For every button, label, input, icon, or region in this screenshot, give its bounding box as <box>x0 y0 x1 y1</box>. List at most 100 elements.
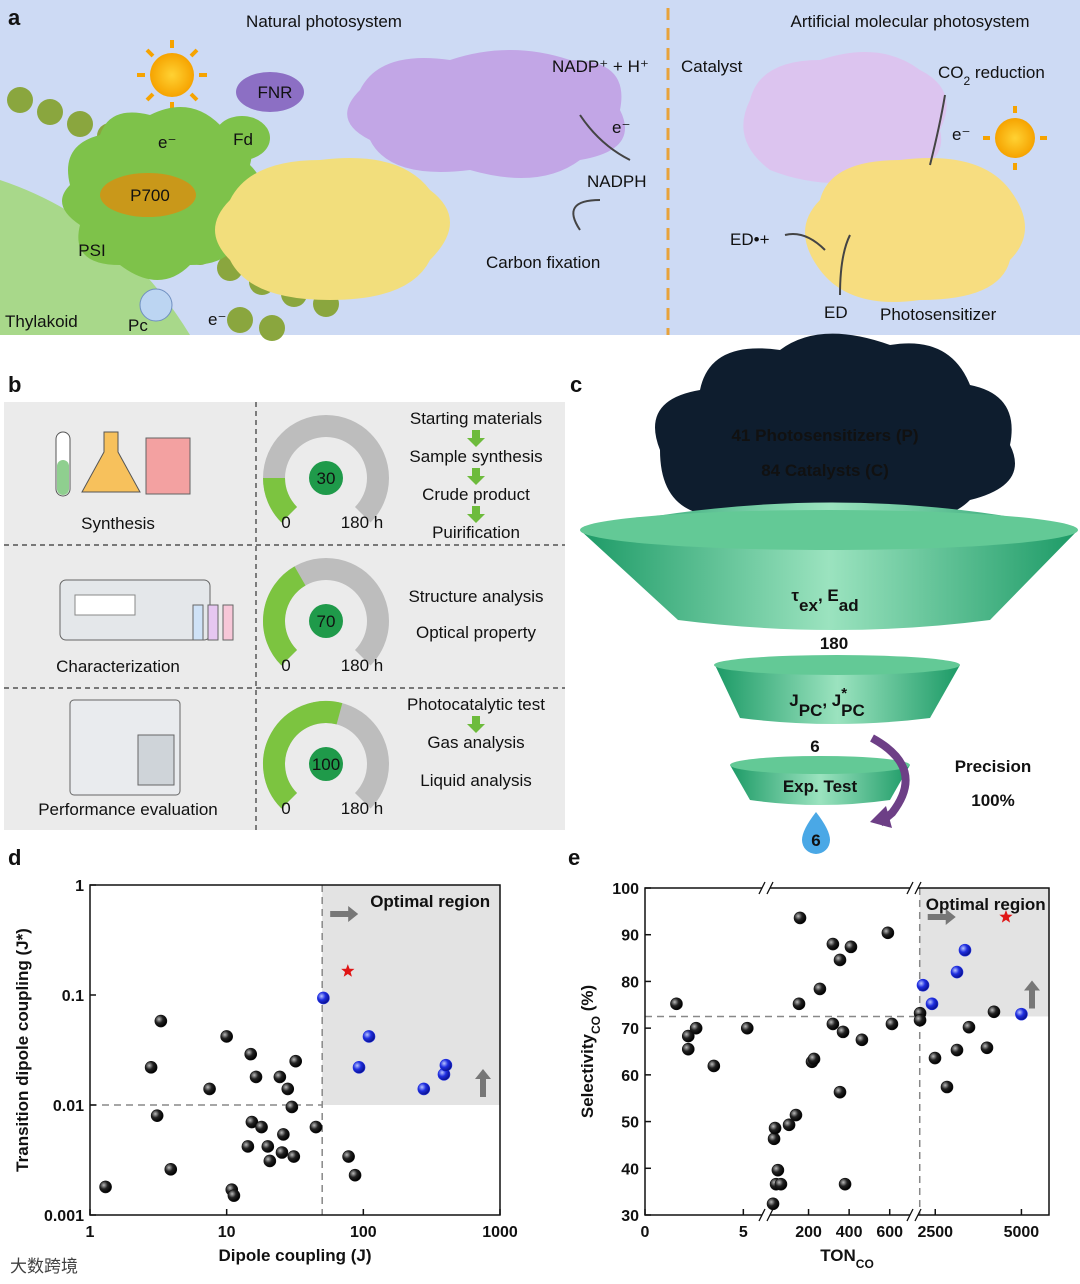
panel-letter: e <box>568 845 580 870</box>
gauge-value: 70 <box>317 612 336 631</box>
row-name: Performance evaluation <box>38 800 218 819</box>
point <box>255 1120 268 1134</box>
label: , J <box>822 691 841 710</box>
drop <box>802 812 830 854</box>
step: Puirification <box>432 523 520 542</box>
point <box>352 1061 366 1074</box>
filter-label: τex, Ead <box>791 586 858 615</box>
label: reduction <box>970 63 1045 82</box>
point-star <box>341 964 355 977</box>
label: e⁻ <box>612 118 630 137</box>
point <box>793 911 807 925</box>
label: Artificial molecular photosystem <box>790 12 1029 31</box>
row-name: Synthesis <box>81 514 155 533</box>
label: J <box>789 691 798 710</box>
point <box>813 982 827 996</box>
axis-break-gap <box>762 882 770 894</box>
axis-break-gap <box>910 882 918 894</box>
x-tick-label: 5 <box>739 1224 748 1241</box>
point <box>273 1070 287 1084</box>
point <box>681 1029 695 1043</box>
sun-right <box>983 106 1047 170</box>
label: 2 <box>964 74 971 88</box>
gauge-center <box>309 747 343 781</box>
region-arrow <box>330 906 359 922</box>
p700 <box>100 173 196 217</box>
point <box>940 1080 954 1094</box>
watermark: 大数跨境 <box>10 1257 78 1276</box>
point <box>220 1030 233 1043</box>
point <box>277 1128 290 1141</box>
point <box>958 943 972 957</box>
y-tick-label: 30 <box>621 1208 639 1225</box>
step: Starting materials <box>410 409 542 428</box>
count: 180 <box>820 634 848 653</box>
x-tick-label: 400 <box>836 1224 863 1241</box>
gauge-min: 0 <box>281 799 290 818</box>
point <box>833 953 847 967</box>
gauge-center <box>309 461 343 495</box>
x-tick-label: 2500 <box>917 1224 953 1241</box>
sun-left <box>137 40 207 110</box>
gauge-center <box>309 604 343 638</box>
point-star <box>999 909 1013 923</box>
label: TON <box>820 1246 856 1265</box>
label: CO <box>589 1016 603 1034</box>
point <box>844 940 858 954</box>
pc <box>139 288 173 322</box>
label: τ <box>791 586 799 605</box>
label: Fd <box>233 130 253 149</box>
step-arrow <box>467 506 485 523</box>
point <box>309 1120 323 1134</box>
label: Thylakoid <box>5 312 78 331</box>
point <box>263 1154 277 1168</box>
panel-letter: b <box>8 372 21 397</box>
axis-break-gap <box>910 1209 918 1221</box>
y-tick-label: 0.001 <box>44 1208 84 1225</box>
gauge-max: 180 h <box>341 513 384 532</box>
count: 6 <box>811 831 820 850</box>
panel-letter: d <box>8 845 21 870</box>
label: Natural photosystem <box>246 12 402 31</box>
filter-2-top <box>714 655 960 675</box>
gauge-value: 100 <box>312 755 340 774</box>
gauge-min: 0 <box>281 656 290 675</box>
axis-break <box>906 881 922 895</box>
precision-value: 100% <box>971 791 1014 810</box>
y-tick-label: 0.01 <box>53 1098 84 1115</box>
x-tick-label: 10 <box>218 1224 236 1241</box>
axis-break-gap <box>762 1209 770 1221</box>
icons <box>55 431 234 796</box>
step-arrow <box>467 468 485 485</box>
label: ED <box>824 303 848 322</box>
point <box>317 991 330 1005</box>
catalyst-cloud <box>743 52 947 184</box>
label: ED•+ <box>730 230 770 249</box>
x-tick-label: 600 <box>876 1224 903 1241</box>
point <box>782 1118 796 1132</box>
point <box>767 1132 781 1146</box>
arrows-a <box>572 94 946 296</box>
gauge-max: 180 h <box>341 799 384 818</box>
point <box>227 1189 241 1202</box>
label: CO <box>856 1257 874 1271</box>
y-tick-label: 100 <box>612 881 639 898</box>
cloud-text: 84 Catalysts (C) <box>761 461 889 480</box>
point <box>241 1140 255 1153</box>
point <box>768 1121 782 1135</box>
point <box>150 1109 164 1122</box>
filter-2 <box>715 657 960 724</box>
label: e⁻ <box>208 310 226 329</box>
point <box>826 1017 840 1031</box>
step: Gas analysis <box>427 733 524 752</box>
point <box>285 1100 299 1114</box>
point <box>439 1058 453 1072</box>
dividers <box>4 402 565 830</box>
label: CO <box>938 63 964 82</box>
point <box>342 1150 355 1163</box>
step: Sample synthesis <box>409 447 542 466</box>
x-tick-label: 100 <box>350 1224 377 1241</box>
label: PSI <box>78 241 105 260</box>
point <box>261 1140 275 1153</box>
point <box>950 1043 964 1057</box>
